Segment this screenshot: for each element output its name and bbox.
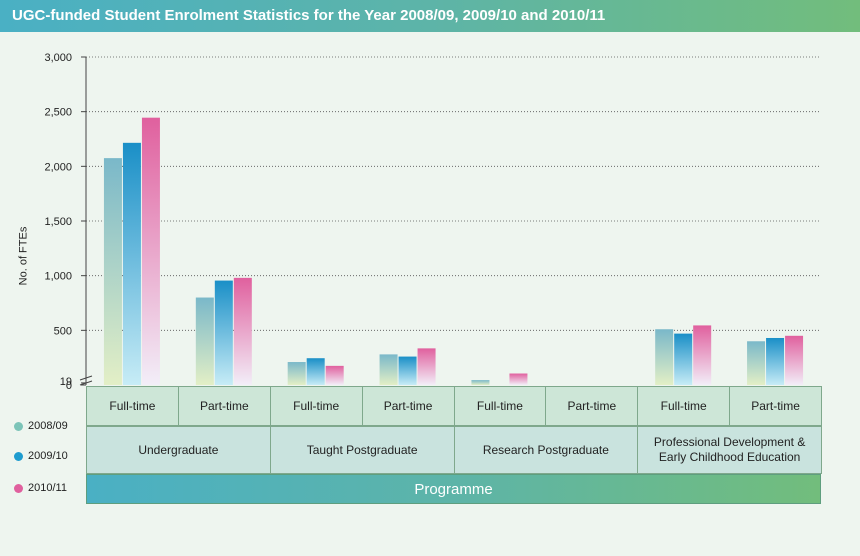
y-tick-label: 3,000 (44, 52, 72, 64)
x-axis-label: Programme (86, 474, 821, 504)
bar-2008-09 (655, 329, 674, 385)
bar-2009-10 (214, 280, 233, 385)
bar-2008-09 (287, 362, 306, 385)
y-tick-label: 500 (54, 325, 72, 337)
bar-2008-09 (103, 158, 122, 385)
y-axis-label: No. of FTEs (17, 226, 30, 286)
bar-2010-11 (417, 348, 436, 385)
category-mode-cell: Full-time (269, 386, 363, 426)
legend-item: 2008/09 (14, 420, 68, 432)
legend-label: 2010/11 (28, 482, 67, 494)
bar-2008-09 (747, 341, 766, 385)
bar-2010-11 (785, 335, 804, 385)
y-tick-label: 2,500 (44, 107, 72, 119)
y-tick-label: 19 (60, 376, 72, 388)
bar-2010-11 (693, 325, 712, 385)
bar-2008-09 (379, 354, 398, 385)
bar-2010-11 (509, 373, 528, 385)
category-mode-cell: Part-time (361, 386, 455, 426)
category-group-cell: Research Postgraduate (453, 426, 639, 474)
category-mode-cell: Part-time (729, 386, 822, 426)
legend-swatch (14, 451, 23, 461)
category-mode-cell: Full-time (86, 386, 179, 426)
bar-2009-10 (398, 356, 417, 385)
bar-2008-09 (195, 297, 214, 385)
category-mode-cell: Part-time (545, 386, 639, 426)
title-bar: UGC-funded Student Enrolment Statistics … (0, 0, 860, 32)
legend-swatch (14, 421, 23, 431)
y-tick-label: 0 (66, 380, 72, 392)
axis-break (79, 375, 93, 386)
legend-swatch (14, 483, 23, 493)
category-group-cell: Professional Development & Early Childho… (637, 426, 822, 474)
bar-2008-09 (471, 380, 490, 385)
category-group-cell: Taught Postgraduate (269, 426, 455, 474)
chart-title: UGC-funded Student Enrolment Statistics … (12, 7, 606, 24)
legend-item: 2010/11 (14, 482, 67, 494)
bar-2009-10 (674, 333, 693, 385)
category-mode-cell: Full-time (637, 386, 731, 426)
bar-2009-10 (122, 142, 141, 385)
bar-2010-11 (141, 117, 160, 386)
bar-2009-10 (306, 358, 325, 385)
bar-2009-10 (766, 337, 785, 385)
category-mode-cell: Part-time (177, 386, 271, 426)
legend-item: 2009/10 (14, 450, 68, 462)
category-mode-cell: Full-time (453, 386, 547, 426)
y-tick-label: 1,000 (44, 271, 72, 283)
y-tick-label: 1,500 (44, 216, 72, 228)
category-group-cell: Undergraduate (86, 426, 271, 474)
legend-label: 2008/09 (28, 420, 68, 432)
bar-2010-11 (233, 277, 252, 385)
bar-2010-11 (325, 365, 344, 385)
legend-label: 2009/10 (28, 450, 68, 462)
y-tick-label: 2,000 (44, 161, 72, 173)
